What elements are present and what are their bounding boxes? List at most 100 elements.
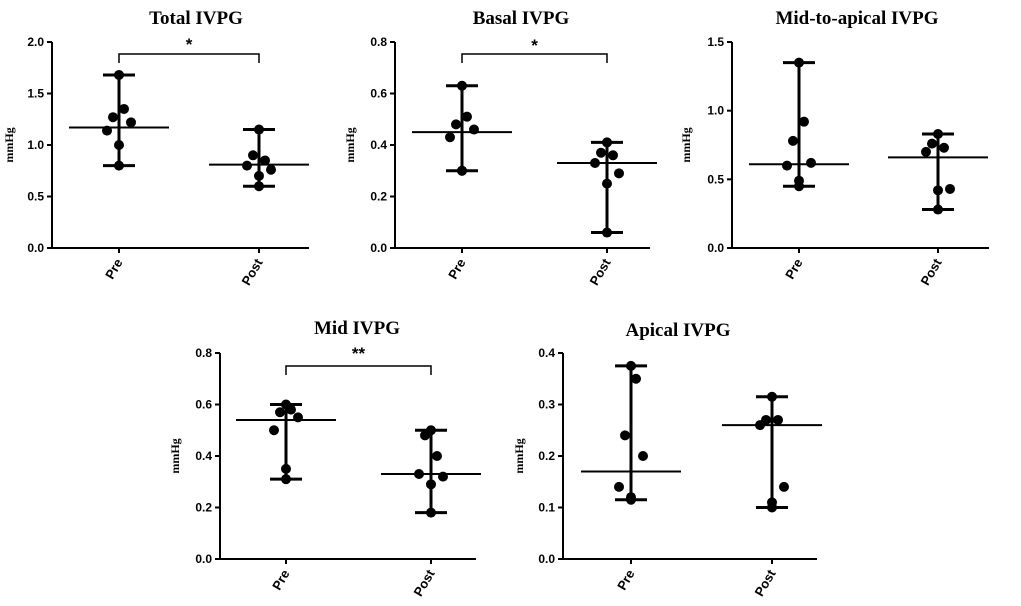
data-point	[933, 129, 943, 140]
y-tick-label: 0.6	[370, 87, 387, 101]
data-point	[921, 146, 931, 157]
data-point	[596, 147, 606, 158]
x-tick-label-post: Post	[918, 255, 945, 287]
data-point	[242, 160, 252, 171]
data-point	[794, 57, 804, 68]
data-point	[248, 150, 258, 161]
significance-marker: **	[352, 344, 366, 363]
data-point	[293, 412, 303, 423]
y-tick-label: 0.3	[538, 398, 555, 412]
data-point	[260, 155, 270, 166]
data-point	[254, 181, 264, 192]
data-point	[602, 178, 612, 189]
data-point	[114, 160, 124, 171]
data-point	[286, 404, 296, 415]
data-point	[451, 119, 461, 130]
data-point	[626, 494, 636, 505]
y-tick-label: 0.4	[370, 138, 387, 152]
data-point	[638, 451, 648, 461]
chart-title: Apical IVPG	[625, 320, 730, 341]
data-point	[462, 111, 472, 122]
y-tick-label: 0.0	[370, 241, 387, 255]
data-point	[469, 124, 479, 135]
y-tick-label: 0.0	[707, 241, 724, 255]
data-point	[281, 463, 291, 474]
x-tick-label-post: Post	[587, 255, 614, 287]
data-point	[773, 414, 783, 425]
x-tick-label-post: Post	[239, 255, 266, 287]
data-point	[602, 137, 612, 148]
y-tick-label: 0.8	[370, 35, 387, 49]
y-tick-label: 0.6	[195, 398, 212, 412]
data-point	[614, 481, 624, 492]
data-point	[414, 469, 424, 480]
series-pre	[69, 69, 169, 171]
y-tick-label: 0.5	[27, 190, 44, 204]
x-tick-label-pre: Pre	[614, 567, 637, 593]
chart-title: Mid-to-apical IVPG	[775, 8, 938, 29]
data-point	[933, 204, 943, 215]
data-point	[102, 125, 112, 136]
data-point	[266, 164, 276, 175]
data-point	[620, 430, 630, 441]
y-tick-label: 0.2	[538, 449, 555, 463]
y-tick-label: 1.0	[27, 138, 44, 152]
chart-title: Mid IVPG	[314, 318, 400, 339]
significance-marker: *	[531, 36, 538, 55]
data-point	[933, 185, 943, 196]
data-point	[755, 420, 765, 431]
data-point	[782, 160, 792, 171]
y-tick-label: 1.0	[707, 104, 724, 118]
significance-bracket	[461, 53, 608, 63]
y-axis-label: mmHg	[679, 127, 693, 162]
data-point	[799, 116, 809, 127]
chart-panel-4: Mid IVPG mmHg 0.0 0.2 0.4 0.6 0.8 Pre Post **	[168, 318, 481, 599]
data-point	[945, 183, 955, 194]
data-point	[438, 471, 448, 482]
data-point	[254, 170, 264, 181]
y-tick-label: 0.2	[370, 190, 387, 204]
significance-bracket	[285, 365, 432, 375]
data-point	[590, 158, 600, 169]
series-post	[381, 425, 481, 518]
data-point	[927, 138, 937, 149]
data-point	[631, 373, 641, 384]
series-pre	[412, 80, 512, 176]
y-tick-label: 0.0	[27, 241, 44, 255]
y-tick-label: 0.4	[538, 346, 555, 360]
chart-title: Basal IVPG	[473, 8, 570, 29]
data-point	[426, 507, 436, 518]
data-point	[114, 69, 124, 80]
y-tick-label: 0.2	[195, 501, 212, 515]
data-point	[767, 502, 777, 513]
data-point	[806, 157, 816, 168]
data-point	[457, 165, 467, 176]
x-tick-label-post: Post	[411, 566, 438, 598]
data-point	[602, 227, 612, 238]
data-point	[445, 132, 455, 143]
chart-panel-3: Mid-to-apical IVPG mmHg 0.0 0.5 1.0 1.5 Pre Pos…	[679, 8, 989, 288]
chart-panel-1: Total IVPG mmHg 0.0 0.5 1.0 1.5 2.0 Pre Post *	[2, 8, 309, 288]
chart-panel-2: Basal IVPG mmHg 0.0 0.2 0.4 0.6 0.8 Pre Post *	[343, 8, 657, 288]
series-pre	[749, 57, 849, 192]
x-tick-label-pre: Pre	[782, 256, 805, 282]
series-post	[209, 124, 309, 192]
data-point	[788, 135, 798, 146]
y-tick-label: 1.5	[707, 35, 724, 49]
y-tick-label: 1.5	[27, 87, 44, 101]
data-point	[275, 407, 285, 418]
x-tick-label-post: Post	[752, 566, 779, 598]
x-tick-label-pre: Pre	[269, 567, 292, 593]
data-point	[767, 391, 777, 402]
y-tick-label: 0.8	[195, 346, 212, 360]
data-point	[457, 80, 467, 91]
data-point	[114, 140, 124, 150]
y-axis-label: mmHg	[2, 127, 16, 162]
data-point	[614, 168, 624, 179]
chart-panel-5: Apical IVPG mmHg 0.0 0.1 0.2 0.3 0.4 Pre Post	[512, 320, 822, 599]
data-point	[432, 451, 442, 461]
series-pre	[581, 360, 681, 505]
y-tick-label: 0.5	[707, 172, 724, 186]
data-point	[119, 103, 129, 114]
